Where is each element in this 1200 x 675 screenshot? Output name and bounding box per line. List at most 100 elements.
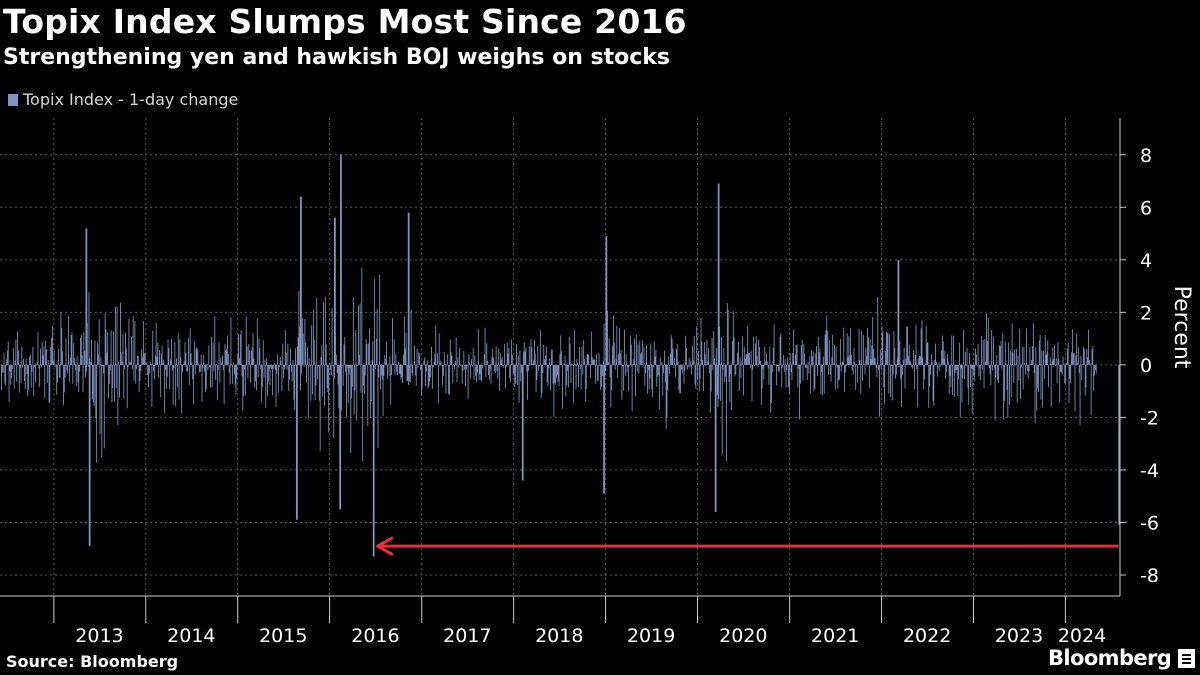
bar — [168, 348, 170, 365]
bar — [878, 364, 880, 371]
bar — [219, 364, 221, 383]
bar — [760, 360, 761, 365]
bar — [765, 361, 766, 365]
bar — [756, 355, 758, 365]
bar — [700, 317, 702, 365]
bar — [399, 364, 401, 375]
bar — [731, 364, 732, 411]
bar — [603, 323, 605, 365]
bar — [770, 364, 772, 413]
bar — [846, 333, 848, 365]
bar — [290, 364, 292, 372]
bar — [318, 364, 320, 401]
bar — [772, 347, 774, 365]
y-tick-label: -8 — [1140, 565, 1159, 587]
bar — [686, 364, 688, 370]
bar — [998, 364, 999, 383]
bar — [346, 364, 347, 417]
bar — [449, 339, 451, 365]
bar — [580, 364, 582, 390]
bar — [227, 353, 229, 365]
bar — [41, 342, 43, 365]
bar — [764, 346, 766, 365]
bar — [544, 359, 545, 365]
bar — [239, 334, 241, 365]
bar — [140, 364, 142, 372]
bar — [839, 364, 840, 380]
bar — [159, 364, 161, 398]
bar — [195, 348, 197, 365]
bar — [69, 358, 71, 365]
bar — [820, 364, 822, 395]
bar — [420, 364, 421, 370]
bar — [914, 354, 916, 365]
bar — [216, 364, 218, 401]
bar — [714, 364, 717, 512]
bar — [845, 364, 846, 373]
bar — [966, 347, 968, 365]
bar — [296, 346, 298, 365]
bar — [981, 335, 982, 365]
bar — [132, 316, 134, 365]
bar — [228, 364, 230, 373]
bar — [365, 339, 367, 365]
bar — [1050, 364, 1052, 407]
bar — [656, 364, 658, 387]
bar — [427, 364, 429, 389]
bar — [1019, 328, 1021, 365]
bar — [476, 364, 477, 382]
bar — [9, 364, 11, 372]
bar — [558, 364, 560, 386]
bar — [370, 364, 372, 402]
bar — [139, 364, 141, 382]
bar — [284, 364, 285, 370]
bar — [380, 364, 381, 390]
bar — [746, 354, 748, 365]
bar — [1089, 364, 1091, 366]
bar — [406, 364, 408, 382]
bar — [941, 350, 942, 365]
bar — [258, 338, 260, 365]
bar — [968, 364, 970, 405]
bar — [1054, 345, 1055, 365]
bar — [20, 364, 22, 383]
bar — [1031, 360, 1033, 365]
bar — [117, 364, 119, 426]
bar — [1020, 364, 1021, 400]
bar — [792, 352, 794, 365]
x-tick-label: 2013 — [75, 625, 123, 647]
bar — [650, 343, 652, 365]
bar — [918, 358, 919, 365]
bar — [630, 344, 632, 365]
bar — [967, 364, 969, 388]
bar — [891, 364, 893, 401]
bar — [568, 336, 570, 365]
bar — [554, 364, 556, 383]
bar — [429, 364, 431, 382]
bar — [223, 364, 225, 405]
bar — [564, 356, 566, 365]
bar — [294, 364, 296, 411]
bar — [273, 364, 274, 369]
bar — [46, 364, 48, 383]
bar — [664, 350, 665, 365]
bar — [308, 358, 310, 365]
bar — [499, 364, 500, 391]
bar — [941, 335, 943, 365]
bar — [147, 364, 149, 376]
bar — [483, 354, 485, 365]
bar — [246, 346, 248, 365]
bar — [112, 364, 114, 389]
bar — [58, 364, 60, 378]
bar — [1077, 347, 1079, 365]
bar — [24, 364, 26, 390]
bar — [901, 364, 902, 407]
bar — [424, 357, 426, 365]
bar — [377, 364, 379, 449]
bar — [1004, 364, 1005, 401]
bar — [27, 364, 29, 397]
bar — [732, 341, 733, 365]
bar — [91, 364, 93, 400]
bar — [969, 352, 970, 365]
bar — [213, 364, 215, 372]
